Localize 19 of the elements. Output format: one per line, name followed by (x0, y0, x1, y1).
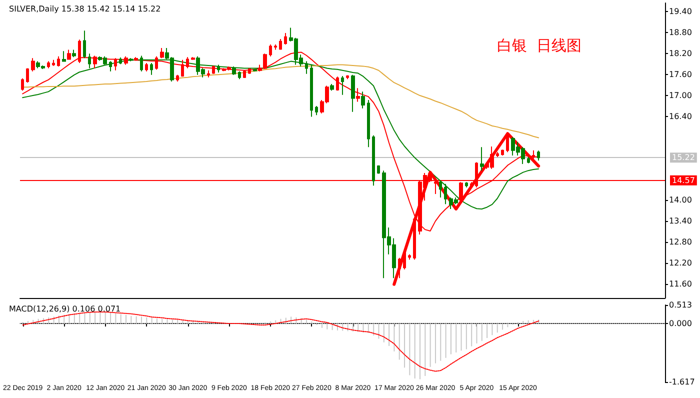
y-tick-label: 12.80 (669, 238, 692, 247)
y-tick-label: 11.60 (669, 280, 692, 289)
y-tick-label: 17.00 (669, 91, 692, 100)
ref-line-label: 14.57 (672, 176, 695, 185)
ref-line-label: 15.22 (672, 153, 695, 162)
y-tick-label: 14.00 (669, 196, 692, 205)
y-tick-label: 0.513 (669, 300, 692, 310)
y-tick-label: 16.40 (669, 112, 692, 121)
y-tick-label: 12.20 (669, 258, 692, 268)
y-tick-label: -1.617 (669, 378, 695, 386)
y-tick-label: 18.80 (669, 28, 692, 38)
y-tick-label: 18.20 (669, 49, 692, 58)
annotation: 白银 日线图 (497, 36, 582, 54)
y-tick-label: 13.40 (669, 216, 692, 226)
chart-title: MACD(12,26,9) 0.106 0.071 (9, 304, 121, 314)
chart-title: SILVER,Daily 15.38 15.42 15.14 15.22 (9, 4, 161, 14)
y-tick-label: 19.40 (669, 7, 692, 16)
y-tick-label: 17.60 (669, 70, 692, 80)
y-tick-label: 0.000 (669, 319, 692, 328)
